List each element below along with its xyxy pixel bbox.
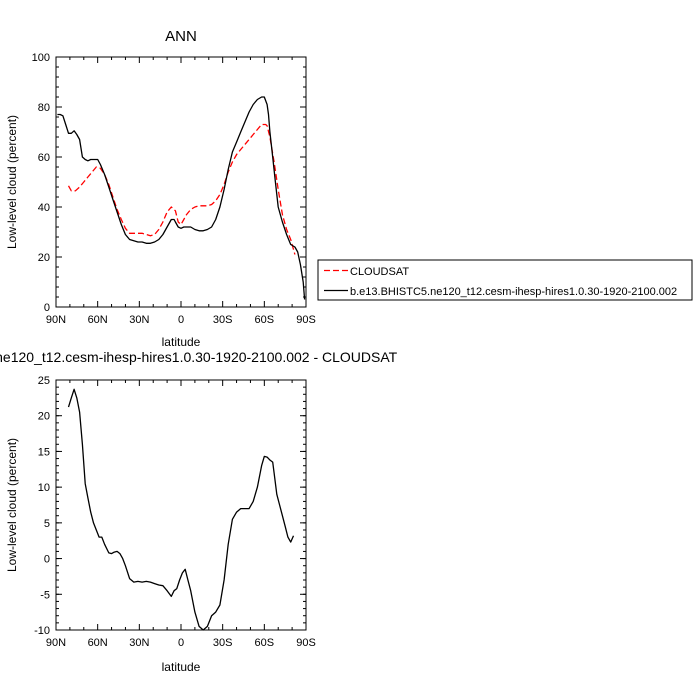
chart2-ytick-label: 0 [44,554,50,566]
chart1-xtick-label: 90N [46,314,66,326]
chart2-series-line-1 [67,388,295,631]
chart2-xtick-label: 90N [46,637,66,649]
chart1-plot-frame [55,56,307,308]
chart1-ytick-label: 0 [44,302,50,314]
chart1-ytick-label: 60 [38,152,50,164]
chart1-ytick-label: 20 [38,252,50,264]
chart2-ytick-label: 20 [38,411,50,423]
chart2-ytick-label: 25 [38,375,50,387]
chart2-xtick-label: 30S [213,637,233,649]
chart1-ytick-label: 40 [38,202,50,214]
chart2-xtick-label: 30N [129,637,149,649]
chart2-xtick-label: 0 [178,637,184,649]
chart1-xtick-label: 90S [296,314,316,326]
chart2-plot-frame [55,379,307,631]
chart2-xtick-label: 90S [296,637,316,649]
chart1-xtick-label: 30S [213,314,233,326]
chart2-title: TC5.ne120_t12.cesm-ihesp-hires1.0.30-192… [0,349,398,365]
chart2-xtick-label: 60N [88,637,108,649]
chart1-ytick-label: 80 [38,102,50,114]
chart2-axes: 90N 60N 30N 0 30S 60S 90S -10 -5 0 5 10 15 20 25 [34,375,316,649]
chart1-xlabel: latitude [162,335,201,349]
legend-label-model: b.e13.BHISTC5.ne120_t12.cesm-ihesp-hires… [350,286,677,298]
chart1-xtick-label: 30N [129,314,149,326]
chart1-ylabel: Low-level cloud (percent) [5,115,19,249]
chart2-ytick-label: 10 [38,482,50,494]
chart2-series [67,388,295,631]
chart2-xlabel: latitude [162,660,201,674]
chart1-ytick-label: 100 [32,52,50,64]
chart2-ylabel: Low-level cloud (percent) [5,438,19,572]
chart1-series-line-1 [67,123,296,255]
legend: CLOUDSAT b.e13.BHISTC5.ne120_t12.cesm-ih… [317,259,693,301]
chart1-series [57,96,306,300]
chart1-series-line-2 [57,96,306,300]
chart1-xtick-label: 0 [178,314,184,326]
chart1-xtick-label: 60S [255,314,275,326]
chart2-ytick-label: -10 [34,625,50,637]
legend-label-cloudsat: CLOUDSAT [350,266,409,278]
legend-box [317,259,693,301]
chart2-ytick-label: 5 [44,518,50,530]
chart1-title: ANN [165,28,197,45]
chart2-ytick-label: -5 [40,589,50,601]
chart1-xtick-label: 60N [88,314,108,326]
chart1-axes: 90N 60N 30N 0 30S 60S 90S 0 20 40 60 80 100 [32,52,316,326]
chart2-ytick-label: 15 [38,446,50,458]
chart2-xtick-label: 60S [255,637,275,649]
